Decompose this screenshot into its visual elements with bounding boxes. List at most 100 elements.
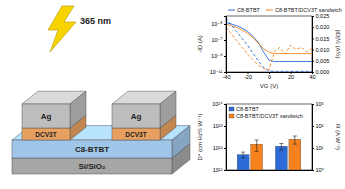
legend-entry: C8-BTBT/DCV3T sandwich xyxy=(266,7,342,13)
error-bar-stem xyxy=(256,140,257,151)
y2-axis-tick: 0.005 xyxy=(312,58,329,64)
legend-label: C8-BTBT xyxy=(236,106,260,112)
series-line xyxy=(226,23,312,62)
y2-axis: 10⁰10¹10²10³ xyxy=(312,101,325,173)
semiconductor-layer-side xyxy=(172,126,190,158)
series-line xyxy=(226,24,312,54)
y-axis-title: D* (cm Hz½ W⁻¹) xyxy=(197,114,203,161)
device-diagram: Si/SiO₂C8-BTBTDCV3TAgDCV3TAg365 nm xyxy=(12,6,190,174)
y2-axis-title: R (A W⁻¹) xyxy=(335,124,341,150)
electrode-0-front xyxy=(22,104,70,128)
x-axis-tick: -20 xyxy=(244,72,252,80)
y-axis-tick-label: 10¹² xyxy=(213,145,223,151)
y-axis-line xyxy=(224,17,227,73)
error-bar-cap xyxy=(293,136,297,137)
y-axis-tick-label: 10⁻⁹ xyxy=(211,53,222,59)
y-axis-tick-mark xyxy=(224,126,226,127)
x-axis-tick-label: -40 xyxy=(223,74,231,80)
y-axis-tick-label: 10¹¹ xyxy=(213,167,223,173)
y-axis-tick: 10⁻⁹ xyxy=(211,53,226,59)
semiconductor-label: C8-BTBT xyxy=(75,145,109,154)
legend-label: C8-BTBT/DCV3T sandwich xyxy=(236,113,303,119)
y-axis-tick-mark xyxy=(224,170,226,171)
y-axis-tick-mark xyxy=(224,104,226,105)
y-axis-tick: 10⁻¹¹ xyxy=(210,69,226,75)
chart-1: 10¹¹10¹²10¹³10¹⁴10⁰10¹10²10³D* (cm Hz½ W… xyxy=(197,101,341,173)
y-axis-tick-mark xyxy=(224,56,226,57)
interlayer-label: DCV3T xyxy=(35,131,56,138)
x-axis-tick-label: -20 xyxy=(244,74,252,80)
interlayer-0-front xyxy=(22,128,70,140)
legend: C8-BTBT C8-BTBT/DCV3T sandwich xyxy=(228,7,342,13)
y2-axis-line xyxy=(313,105,315,171)
error-bar-stem xyxy=(281,144,282,151)
y2-axis-tick: 0.020 xyxy=(312,24,329,30)
y2-axis-tick-mark xyxy=(312,72,314,73)
y-axis-tick: 10⁻⁷ xyxy=(211,37,226,43)
interlayer-label: DCV3T xyxy=(125,131,146,138)
x-axis: -40 -20 0 20 40 xyxy=(223,72,316,80)
y-axis: 10¹¹10¹²10¹³10¹⁴ xyxy=(212,101,226,173)
x-axis-tick: 20 xyxy=(288,72,294,80)
y2-axis-tick-mark xyxy=(312,16,314,17)
y-axis-tick: 10¹¹ xyxy=(213,167,226,173)
x-axis-tick: 0 xyxy=(268,72,271,80)
electrode-0 xyxy=(22,91,86,128)
y2-axis-tick: 10² xyxy=(312,123,324,129)
y2-axis-tick-mark xyxy=(312,170,314,171)
error-bar-cap xyxy=(241,158,245,159)
electrode-0-side xyxy=(70,91,86,128)
y2-axis-tick-label: 10⁰ xyxy=(316,167,325,173)
y-axis-title: -ID (A) xyxy=(197,35,203,53)
error-bar-cap xyxy=(293,144,297,145)
y-axis-tick-mark xyxy=(224,40,226,41)
y-axis-tick: 10¹⁴ xyxy=(212,101,226,107)
plot-area xyxy=(226,18,312,71)
substrate-layer-front xyxy=(12,158,172,174)
y2-axis-tick-mark xyxy=(312,38,314,39)
error-bar xyxy=(279,144,283,151)
x-axis-line xyxy=(227,170,313,171)
light-label: 365 nm xyxy=(80,16,111,26)
error-bar xyxy=(293,136,297,144)
y2-axis-title: |ID|½ (A½) xyxy=(335,30,341,59)
x-axis-tick-label: 0 xyxy=(268,74,271,80)
legend-entry: C8-BTBT xyxy=(229,106,260,112)
error-bar-cap xyxy=(241,152,245,153)
error-bar-cap xyxy=(255,151,259,152)
series-line xyxy=(226,27,312,70)
x-axis-tick-label: 40 xyxy=(309,74,315,80)
y2-axis: 0.0000.0050.0100.0150.0200.025 xyxy=(312,13,329,75)
error-bar-cap xyxy=(279,150,283,151)
plot-frame xyxy=(226,104,312,170)
y2-axis-line xyxy=(313,17,315,73)
figure: Si/SiO₂C8-BTBTDCV3TAgDCV3TAg365 nm-40-20… xyxy=(0,0,345,189)
electrode-label: Ag xyxy=(41,112,52,121)
electrode-1 xyxy=(112,91,176,128)
error-bar-cap xyxy=(279,143,283,144)
y2-axis-tick: 10¹ xyxy=(312,145,324,151)
y-axis-line xyxy=(224,105,227,171)
plot-frame xyxy=(226,16,312,72)
y-axis-tick-label: 10⁻⁷ xyxy=(211,37,222,43)
x-axis-tick-label: 20 xyxy=(288,74,294,80)
electrode-1-front xyxy=(112,104,160,128)
y-axis-tick-mark xyxy=(224,24,226,25)
legend-label: C8-BTBT xyxy=(237,7,261,13)
y2-axis-tick-label: 0.010 xyxy=(316,47,330,53)
legend-swatch xyxy=(229,114,234,118)
legend-swatch xyxy=(228,10,235,11)
legend-swatch xyxy=(266,10,273,11)
y-axis-tick: 10¹² xyxy=(213,145,226,151)
x-axis-tick: -40 xyxy=(223,72,231,80)
error-bar xyxy=(241,152,245,158)
x-axis xyxy=(227,170,313,172)
y-axis-tick-mark xyxy=(224,148,226,149)
interlayer-1-front xyxy=(112,128,160,140)
y-axis: 10⁻¹¹10⁻⁹10⁻⁷10⁻⁵ xyxy=(210,17,227,76)
y2-axis-tick-label: 0.015 xyxy=(316,36,330,42)
chart-0: -40-200204010⁻¹¹10⁻⁹10⁻⁷10⁻⁵0.0000.0050.… xyxy=(197,7,342,89)
y2-axis-tick-mark xyxy=(312,104,314,105)
semiconductor-layer-front xyxy=(12,140,172,158)
y-axis-tick-mark xyxy=(224,72,226,73)
